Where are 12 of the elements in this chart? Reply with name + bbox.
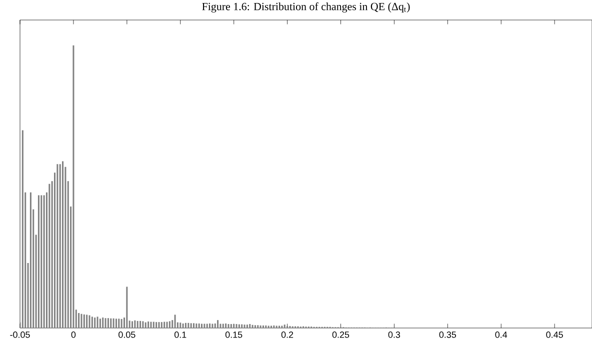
- x-tick-label: 0.3: [388, 332, 400, 338]
- x-tick-label: 0: [71, 332, 76, 338]
- x-tick-label: 0.45: [546, 332, 563, 338]
- x-tick-label: 0.4: [495, 332, 508, 338]
- x-tick-label: 0.2: [281, 332, 294, 338]
- x-tick-label: 0.1: [174, 332, 186, 338]
- x-tick-label: -0.05: [10, 332, 30, 338]
- x-tick-label: 0.35: [439, 332, 456, 338]
- x-tick-label: 0.25: [332, 332, 350, 338]
- x-tick-label: 0.15: [225, 332, 242, 338]
- x-tick-label: 0.05: [118, 332, 136, 338]
- chart-title: Figure 1.6: Distribution of changes in QE (Δq$_{t}$): [202, 2, 410, 12]
